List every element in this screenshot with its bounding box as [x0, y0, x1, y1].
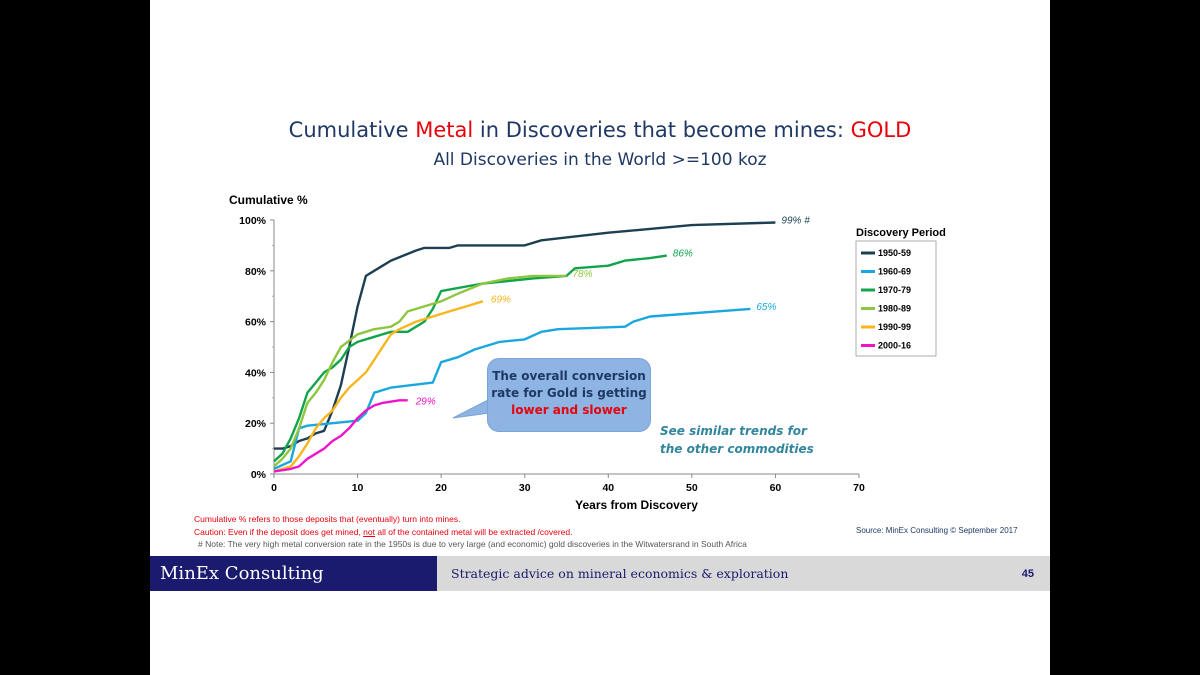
x-axis-title: Years from Discovery [575, 498, 698, 512]
footnote-witwatersrand: # Note: The very high metal conversion r… [198, 539, 747, 549]
title-text-1: Cumulative [288, 118, 416, 142]
chart-legend: Discovery Period 1950-59 1960-69 1970-79 198… [855, 227, 946, 357]
series-line-1970-79 [273, 254, 667, 463]
footnote-caution: Caution: Even if the deposit does get mi… [194, 527, 573, 537]
y-axis-title: Cumulative % [229, 193, 308, 207]
end-label-2000-16: 29% [415, 396, 436, 407]
callout-line-3: lower and slower [511, 403, 627, 417]
footnote-caution-not: not [363, 527, 375, 537]
y-tick-label: 0% [251, 469, 267, 481]
chart-series [273, 221, 776, 473]
slide-subtitle: All Discoveries in the World >=100 koz [433, 150, 767, 170]
legend-label-1970-79: 1970-79 [878, 285, 911, 295]
legend-label-1980-89: 1980-89 [878, 304, 911, 314]
legend-label-1990-99: 1990-99 [878, 322, 911, 332]
callout-line-1: The overall conversion [492, 369, 646, 383]
x-tick-label: 70 [853, 482, 865, 494]
slide: Cumulative Metal in Discoveries that bec… [150, 0, 1050, 675]
chart-end-labels: 99% # 65% 86% 78% 69% 29% [415, 216, 811, 408]
end-label-1980-89: 78% [573, 269, 593, 280]
series-line-1980-89 [273, 274, 567, 468]
page-number: 45 [1021, 568, 1034, 580]
title-text-metal: Metal [415, 118, 474, 142]
y-tick-label: 20% [245, 418, 267, 430]
title-text-gold: GOLD [850, 118, 912, 142]
series-line-1990-99 [273, 300, 484, 473]
footnote-caution-a: Caution: Even if the deposit does get mi… [194, 527, 364, 537]
legend-label-1950-59: 1950-59 [878, 248, 911, 258]
series-line-2000-16 [273, 399, 408, 473]
callout-line-2: rate for Gold is getting [491, 386, 647, 400]
x-tick-label: 60 [770, 482, 782, 494]
trend-note-line-1: See similar trends for [660, 424, 807, 438]
series-line-1960-69 [273, 307, 751, 470]
legend-box [855, 240, 937, 357]
legend-label-1960-69: 1960-69 [878, 267, 911, 277]
x-tick-label: 30 [519, 482, 531, 494]
trend-note: See similar trends for the other commodi… [660, 422, 830, 458]
y-tick-label: 60% [245, 317, 267, 329]
slide-title: Cumulative Metal in Discoveries that bec… [150, 118, 1050, 142]
footer-bar: Strategic advice on mineral economics & … [437, 556, 1050, 591]
title-text-3: in Discoveries that become mines: [473, 118, 851, 142]
source-note: Source: MinEx Consulting © September 201… [856, 526, 1018, 535]
chart-axes: 0% 20% 40% 60% 80% 100% 0 10 20 30 40 50 60 70 Years f… [229, 193, 865, 512]
x-tick-label: 10 [352, 482, 364, 494]
end-label-1990-99: 69% [491, 294, 511, 305]
chart: 0% 20% 40% 60% 80% 100% 0 10 20 30 40 50 60 70 Years f… [229, 193, 946, 512]
footnote-cumulative: Cumulative % refers to those deposits th… [194, 514, 461, 524]
y-tick-label: 80% [245, 266, 267, 278]
y-tick-label: 100% [239, 215, 267, 227]
y-tick-label: 40% [245, 367, 267, 379]
x-tick-label: 0 [271, 482, 277, 494]
x-tick-label: 40 [602, 482, 614, 494]
legend-label-2000-16: 2000-16 [878, 341, 911, 351]
footnote-caution-c: all of the contained metal will be extra… [375, 527, 573, 537]
series-line-1950-59 [274, 221, 776, 450]
end-label-1960-69: 65% [756, 302, 776, 313]
x-tick-label: 50 [686, 482, 698, 494]
legend-title: Discovery Period [856, 227, 946, 239]
footer-tagline: Strategic advice on mineral economics & … [451, 566, 789, 581]
trend-note-line-2: the other commodities [660, 442, 814, 456]
callout-pointer [452, 398, 491, 419]
end-label-1970-79: 86% [673, 249, 693, 260]
footer-brand: MinEx Consulting [150, 556, 437, 591]
callout-box: The overall conversion rate for Gold is … [487, 358, 651, 432]
end-label-1950-59: 99% # [781, 216, 810, 227]
x-tick-label: 20 [435, 482, 447, 494]
